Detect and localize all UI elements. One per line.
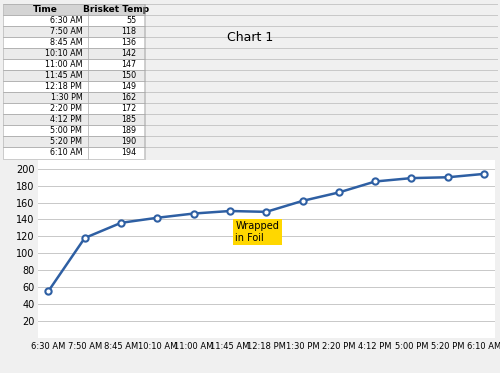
Bar: [88, 70, 145, 81]
Bar: [88, 114, 145, 125]
Text: 149: 149: [122, 82, 136, 91]
Text: 7:50 AM: 7:50 AM: [50, 27, 82, 36]
Text: 1:30 PM: 1:30 PM: [50, 93, 82, 102]
Text: Time: Time: [33, 5, 58, 14]
Bar: [2, 103, 88, 114]
Bar: [88, 37, 145, 48]
Bar: [2, 81, 88, 92]
Bar: [88, 137, 145, 147]
Text: 11:00 AM: 11:00 AM: [45, 60, 82, 69]
Bar: [2, 48, 88, 59]
Text: 6:30 AM: 6:30 AM: [50, 16, 82, 25]
Text: 185: 185: [122, 115, 136, 124]
Text: 6:10 AM: 6:10 AM: [50, 148, 82, 157]
Text: 5:00 PM: 5:00 PM: [50, 126, 82, 135]
Bar: [2, 147, 88, 159]
Text: 5:20 PM: 5:20 PM: [50, 137, 82, 147]
Text: 11:45 AM: 11:45 AM: [44, 71, 82, 80]
Bar: [88, 81, 145, 92]
Text: 55: 55: [126, 16, 136, 25]
Text: 172: 172: [121, 104, 136, 113]
Bar: [2, 4, 88, 15]
Bar: [88, 26, 145, 37]
Bar: [2, 137, 88, 147]
Text: 194: 194: [122, 148, 136, 157]
Bar: [88, 48, 145, 59]
Text: 189: 189: [122, 126, 136, 135]
Text: 12:18 PM: 12:18 PM: [46, 82, 82, 91]
Text: Chart 1: Chart 1: [227, 31, 273, 44]
Bar: [88, 4, 145, 15]
Bar: [88, 59, 145, 70]
Text: 118: 118: [122, 27, 136, 36]
Text: Wrapped
in Foil: Wrapped in Foil: [236, 221, 280, 243]
Bar: [88, 15, 145, 26]
Text: 10:10 AM: 10:10 AM: [45, 49, 82, 58]
Text: 136: 136: [122, 38, 136, 47]
Text: 147: 147: [122, 60, 136, 69]
Text: 190: 190: [122, 137, 136, 147]
Text: 142: 142: [122, 49, 136, 58]
Text: 162: 162: [122, 93, 136, 102]
Bar: [2, 92, 88, 103]
Bar: [88, 92, 145, 103]
Bar: [2, 26, 88, 37]
Bar: [2, 37, 88, 48]
Bar: [88, 147, 145, 159]
Text: 150: 150: [122, 71, 136, 80]
Bar: [2, 114, 88, 125]
Bar: [2, 125, 88, 137]
Bar: [2, 70, 88, 81]
Bar: [88, 125, 145, 137]
Text: Brisket Temp: Brisket Temp: [84, 5, 150, 14]
Bar: [2, 59, 88, 70]
Text: 8:45 AM: 8:45 AM: [50, 38, 82, 47]
Text: 2:20 PM: 2:20 PM: [50, 104, 82, 113]
Bar: [88, 103, 145, 114]
Text: 4:12 PM: 4:12 PM: [50, 115, 82, 124]
Bar: [2, 15, 88, 26]
